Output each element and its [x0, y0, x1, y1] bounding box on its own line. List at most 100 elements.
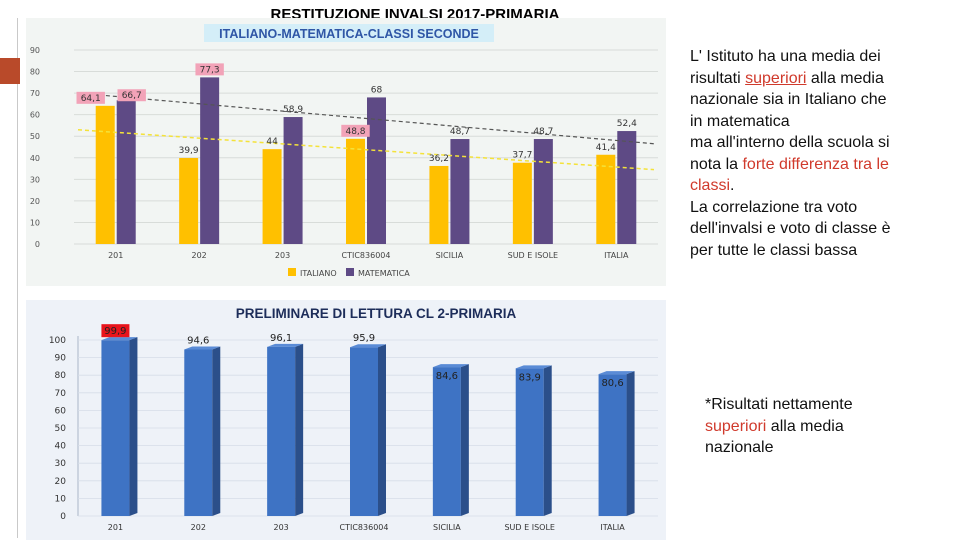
bar-italiano: [429, 165, 449, 244]
bar-lettura: [432, 367, 461, 516]
bar-lettura-top: [515, 365, 552, 369]
bar-italiano: [512, 162, 532, 244]
y-tick-label: 40: [55, 442, 67, 452]
y-tick-label: 100: [49, 336, 66, 346]
decorative-vertical-line: [17, 18, 18, 538]
data-label: 83,9: [519, 372, 541, 383]
commentary-fragment: risultati: [690, 69, 746, 87]
y-tick-label: 30: [30, 175, 40, 184]
legend-label-matematica: MATEMATICA: [358, 269, 410, 278]
trendline-matematica: [77, 92, 655, 145]
x-tick-label: CTIC836004: [340, 523, 389, 532]
y-tick-label: 90: [30, 46, 40, 55]
bar-matematica: [200, 77, 220, 245]
chart-italiano-matematica-svg: ITALIANO-MATEMATICA-CLASSI SECONDE010203…: [30, 24, 658, 278]
x-tick-label: 202: [192, 251, 207, 260]
y-tick-label: 10: [55, 494, 67, 504]
y-tick-label: 70: [30, 89, 40, 98]
data-label: 44: [266, 137, 278, 147]
y-tick-label: 30: [55, 459, 67, 469]
data-label: 80,6: [601, 378, 623, 389]
x-tick-label: 201: [108, 523, 123, 532]
chart-preliminare-lettura-svg: PRELIMINARE DI LETTURA CL 2-PRIMARIA 0 10 2…: [49, 306, 658, 532]
data-label: 99,9: [104, 326, 126, 337]
data-label: 94,6: [187, 336, 209, 347]
bar-italiano: [179, 157, 199, 244]
bar-lettura-side: [460, 364, 469, 516]
y-tick-label: 60: [55, 406, 67, 416]
y-tick-label: 20: [30, 197, 40, 206]
commentary-line: dell'invalsi e voto di classe è: [690, 220, 891, 237]
data-label-highlight: [117, 89, 146, 102]
bar-lettura: [598, 374, 627, 516]
bar-lettura-top: [267, 343, 304, 347]
chart-italiano-matematica: ITALIANO-MATEMATICA-CLASSI SECONDE 0 10 20 3…: [26, 18, 666, 286]
chart-title-banner: [204, 24, 494, 42]
chart-title: PRELIMINARE DI LETTURA CL 2-PRIMARIA: [236, 306, 517, 321]
bar-lettura-side: [212, 346, 221, 516]
data-label: 48,7: [450, 127, 470, 137]
bar-italiano: [346, 138, 365, 244]
highlight-forte-differenza: forte differenza tra le: [742, 155, 889, 173]
note-line: superiori alla media: [705, 416, 920, 438]
highlight-superiori: superiori: [745, 69, 807, 87]
bar-matematica: [533, 139, 553, 244]
bar-italiano: [95, 105, 115, 244]
bar-lettura: [267, 346, 296, 516]
x-tick-label: 203: [274, 523, 289, 532]
bar-lettura-top: [184, 346, 221, 350]
bar-italiano: [262, 149, 282, 244]
note-fragment: alla media: [766, 417, 844, 435]
y-tick-label: 20: [55, 477, 67, 487]
x-tick-label: 201: [108, 251, 123, 260]
y-tick-label: 60: [30, 111, 40, 120]
bar-italiano: [596, 154, 616, 244]
x-tick-label: SICILIA: [433, 523, 461, 532]
x-tick-label: ITALIA: [600, 523, 625, 532]
x-tick-label: 203: [275, 251, 290, 260]
data-label-highlight: [341, 124, 370, 137]
x-tick-label: SUD E ISOLE: [508, 251, 558, 260]
x-tick-label: SICILIA: [436, 251, 464, 260]
y-tick-label: 40: [30, 154, 40, 163]
commentary-line: ma all'interno della scuola si: [690, 134, 890, 151]
y-tick-label: 0: [60, 512, 66, 522]
y-tick-label: 0: [35, 240, 40, 249]
data-label: 39,9: [179, 146, 199, 156]
bar-lettura-side: [626, 371, 635, 516]
commentary-line: classi.: [690, 175, 935, 197]
bar-lettura-side: [378, 344, 386, 516]
bar-lettura-top: [432, 364, 469, 368]
bar-matematica: [367, 97, 386, 244]
commentary-fragment: alla media: [806, 69, 884, 87]
note-line: *Risultati nettamente: [705, 396, 853, 413]
bar-matematica: [283, 117, 303, 244]
data-label-highlight: [76, 91, 105, 104]
highlight-superiori-note: superiori: [705, 417, 767, 435]
bar-lettura-top: [350, 344, 386, 348]
data-label: 64,1: [81, 94, 101, 104]
x-tick-label: 202: [191, 523, 206, 532]
note-line: nazionale: [705, 439, 774, 456]
bar-lettura-side: [543, 365, 552, 516]
legend-label-italiano: ITALIANO: [300, 269, 337, 278]
commentary-line: La correlazione tra voto: [690, 198, 858, 216]
note-text: *Risultati nettamente superiori alla med…: [705, 394, 920, 459]
data-label: 95,9: [353, 333, 375, 344]
legend-swatch-italiano: [288, 268, 296, 276]
y-tick-label: 50: [55, 424, 67, 434]
data-label: 77,3: [200, 65, 220, 75]
y-tick-label: 70: [55, 389, 67, 399]
bar-lettura: [101, 340, 130, 516]
commentary-fragment: nota la: [690, 155, 743, 173]
commentary-line: nazionale sia in Italiano che: [690, 91, 887, 108]
data-label-highlight: [195, 63, 224, 76]
commentary-text: L' Istituto ha una media dei risultati s…: [690, 46, 935, 261]
commentary-line: in matematica: [690, 112, 790, 130]
x-tick-label: SUD E ISOLE: [504, 523, 554, 532]
commentary-line: risultati superiori alla media: [690, 68, 935, 90]
x-tick-label: ITALIA: [604, 251, 629, 260]
commentary-line: per tutte le classi bassa: [690, 241, 858, 259]
y-tick-label: 80: [55, 371, 67, 381]
data-label: 96,1: [270, 333, 292, 344]
